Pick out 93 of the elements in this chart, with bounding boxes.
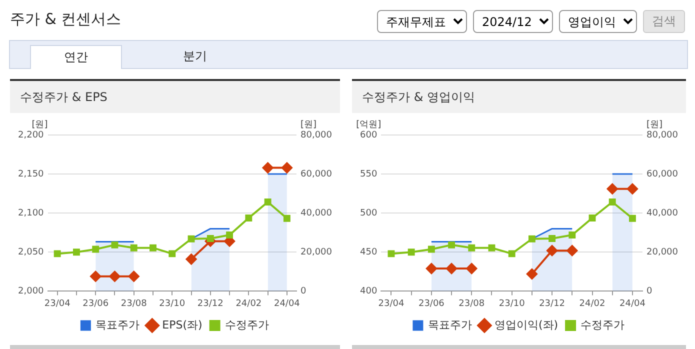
text: 주재무제표 — [377, 10, 467, 33]
point — [528, 235, 536, 242]
x-tick-label: 23/12 — [539, 298, 566, 309]
point — [566, 245, 578, 256]
point — [446, 263, 458, 274]
x-tick-label: 23/12 — [197, 298, 224, 309]
point — [128, 270, 140, 282]
x-tick-label: 24/04 — [274, 298, 300, 309]
y2-tick-label: 80,000 — [646, 130, 678, 140]
text: 검색 — [643, 10, 685, 33]
x-tick-label: 24/02 — [579, 298, 606, 309]
x-tick-label: 23/08 — [458, 298, 485, 309]
y-tick-label: 2,000 — [18, 286, 44, 297]
point — [408, 248, 415, 256]
point — [186, 254, 197, 265]
point — [130, 244, 138, 252]
point — [226, 231, 234, 238]
y-tick-label: 450 — [360, 247, 378, 258]
point — [426, 263, 437, 274]
x-tick-label: 24/04 — [619, 298, 646, 309]
point — [264, 198, 272, 206]
text: 분기 — [182, 48, 208, 65]
point — [548, 235, 556, 242]
y2-tick-label: 40,000 — [300, 208, 332, 218]
point — [188, 235, 195, 242]
point — [54, 250, 61, 258]
text: 영업이익 — [559, 10, 637, 33]
point — [245, 214, 252, 222]
point — [608, 198, 616, 206]
y2-tick-label: 60,000 — [646, 169, 678, 180]
x-tick-label: 23/06 — [82, 298, 109, 309]
y2-tick-label: 20,000 — [646, 247, 678, 258]
chart-title: 수정주가 & 영업이익 — [352, 81, 686, 113]
point — [262, 162, 274, 174]
point — [92, 246, 100, 253]
point — [546, 245, 558, 256]
y2-tick-label: 80,000 — [300, 130, 332, 140]
point — [206, 235, 214, 242]
point — [606, 183, 618, 194]
point — [150, 244, 156, 252]
point — [388, 250, 395, 258]
point — [628, 214, 636, 222]
point — [90, 270, 102, 282]
point — [626, 183, 638, 194]
x-tick-label: 23/08 — [120, 298, 148, 309]
point — [468, 244, 476, 252]
point — [466, 263, 478, 274]
y2-tick-label: 40,000 — [646, 208, 678, 218]
legend-label: EPS(좌) — [162, 318, 202, 332]
y2-axis-title: [원] — [646, 120, 663, 130]
point — [588, 214, 596, 222]
point — [488, 244, 496, 252]
x-tick-label: 23/10 — [159, 298, 186, 309]
text: 2024/12 — [473, 10, 553, 33]
y2-tick-label: 20,000 — [300, 247, 332, 258]
x-tick-label: 23/06 — [418, 298, 445, 309]
legend-label: 수정주가 — [224, 318, 269, 332]
legend-label: 목표주가 — [428, 318, 472, 332]
y-tick-label: 550 — [360, 169, 378, 180]
text: 연간 — [30, 45, 122, 69]
y-tick-label: 2,150 — [18, 169, 44, 180]
point — [448, 241, 456, 248]
y2-tick-label: 0 — [646, 286, 653, 297]
point — [526, 268, 538, 280]
legend-label: 목표주가 — [96, 318, 140, 332]
point — [508, 250, 516, 258]
point — [72, 248, 80, 256]
y-tick-label: 400 — [360, 286, 378, 297]
y-tick-label: 2,050 — [18, 247, 44, 258]
x-tick-label: 23/04 — [44, 298, 71, 309]
y2-axis-title: [원] — [300, 120, 317, 130]
x-tick-label: 24/02 — [236, 298, 262, 309]
y-tick-label: 2,100 — [18, 208, 44, 218]
legend-label: 영업이익(좌) — [494, 318, 558, 332]
point — [428, 246, 435, 253]
text: 주가 & 컨센서스 — [10, 10, 122, 29]
legend-label: 수정주가 — [580, 318, 625, 332]
point — [109, 270, 120, 282]
point — [568, 231, 576, 238]
y-axis-title: [원] — [32, 120, 48, 130]
chart-title: 수정주가 & EPS — [10, 81, 340, 113]
y-tick-label: 500 — [360, 208, 378, 218]
y2-tick-label: 60,000 — [300, 169, 332, 180]
y-tick-label: 2,200 — [18, 130, 44, 140]
y-axis-title: [억원] — [356, 120, 382, 130]
point — [111, 241, 118, 248]
point — [168, 250, 176, 258]
x-tick-label: 23/04 — [378, 298, 404, 309]
y-tick-label: 600 — [360, 130, 378, 140]
point — [281, 162, 292, 174]
point — [283, 214, 290, 222]
x-tick-label: 23/10 — [498, 298, 526, 309]
y2-tick-label: 0 — [300, 286, 307, 297]
